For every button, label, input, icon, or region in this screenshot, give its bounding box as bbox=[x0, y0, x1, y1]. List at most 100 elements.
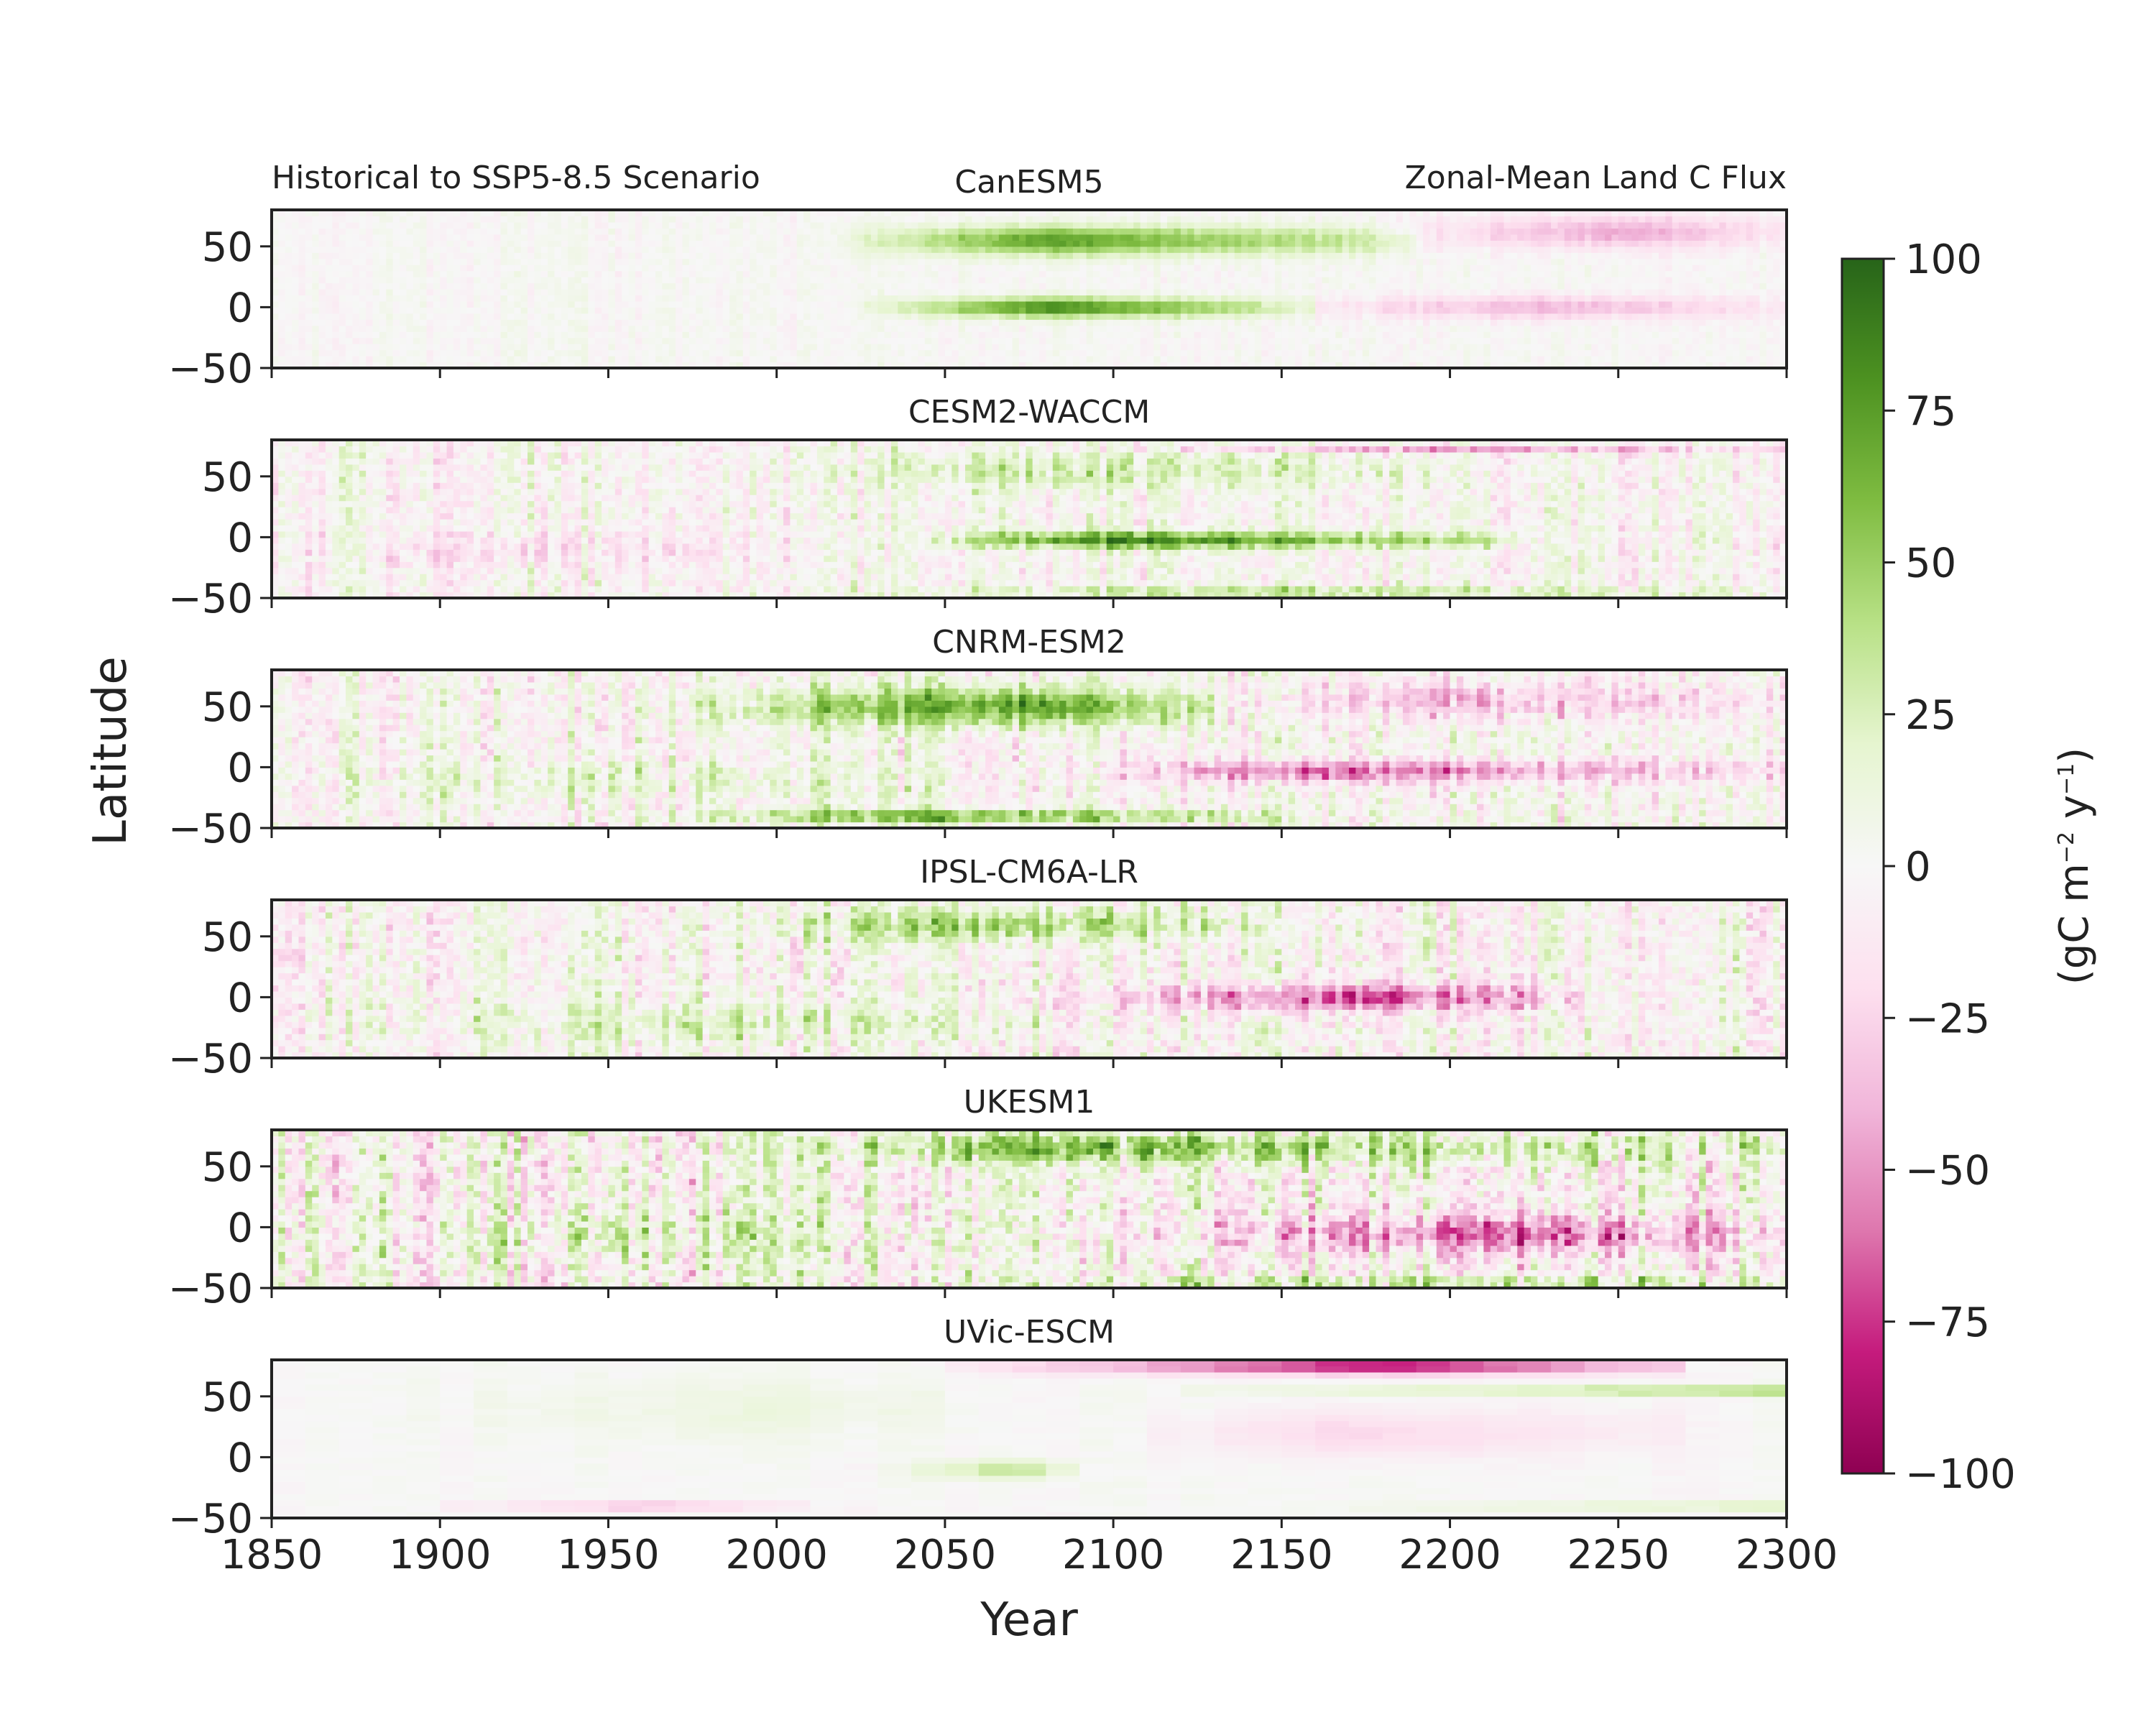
heatmap-cell bbox=[1329, 301, 1336, 308]
heatmap-cell bbox=[447, 356, 454, 362]
heatmap-cell bbox=[332, 313, 339, 320]
heatmap-cell bbox=[683, 307, 690, 313]
heatmap-cell bbox=[359, 283, 367, 290]
heatmap-cell bbox=[393, 344, 400, 350]
heatmap-cell bbox=[857, 264, 865, 271]
heatmap-cell bbox=[972, 252, 979, 259]
heatmap-cell bbox=[575, 222, 582, 229]
heatmap-cell bbox=[891, 289, 898, 295]
heatmap-cell bbox=[1221, 319, 1228, 326]
heatmap-cell bbox=[972, 344, 979, 350]
heatmap-cell bbox=[521, 295, 528, 301]
heatmap-cell bbox=[346, 301, 353, 308]
heatmap-cell bbox=[1013, 216, 1020, 222]
heatmap-cell bbox=[763, 319, 770, 326]
heatmap-cell bbox=[366, 240, 373, 247]
heatmap-cell bbox=[1511, 283, 1518, 290]
heatmap-cell bbox=[1504, 313, 1511, 320]
heatmap-cell bbox=[1544, 264, 1552, 271]
heatmap-cell bbox=[1329, 344, 1336, 350]
heatmap-cell bbox=[346, 338, 353, 344]
heatmap-cell bbox=[777, 326, 784, 332]
heatmap-cell bbox=[1187, 307, 1194, 313]
heatmap-cell bbox=[1565, 350, 1572, 356]
heatmap-cell bbox=[1194, 301, 1202, 308]
heatmap-cell bbox=[783, 247, 791, 253]
heatmap-cell bbox=[1416, 271, 1424, 277]
heatmap-cell bbox=[885, 301, 892, 308]
heatmap-cell bbox=[1261, 307, 1268, 313]
heatmap-cell bbox=[1403, 289, 1410, 295]
heatmap-cell bbox=[595, 307, 602, 313]
heatmap-cell bbox=[972, 222, 979, 229]
heatmap-cell bbox=[945, 247, 952, 253]
heatmap-cell bbox=[925, 319, 932, 326]
heatmap-cell bbox=[783, 307, 791, 313]
heatmap-cell bbox=[629, 283, 636, 290]
heatmap-cell bbox=[480, 247, 487, 253]
heatmap-cell bbox=[1221, 350, 1228, 356]
heatmap-cell bbox=[1416, 259, 1424, 265]
heatmap-cell bbox=[622, 264, 629, 271]
heatmap-cell bbox=[763, 247, 770, 253]
heatmap-cell bbox=[602, 247, 609, 253]
heatmap-cell bbox=[817, 247, 824, 253]
heatmap-cell bbox=[945, 326, 952, 332]
heatmap-cell bbox=[985, 313, 992, 320]
heatmap-cell bbox=[716, 344, 723, 350]
heatmap-cell bbox=[696, 240, 703, 247]
heatmap-cell bbox=[386, 289, 393, 295]
heatmap-cell bbox=[1281, 277, 1289, 283]
heatmap-cell bbox=[1524, 283, 1531, 290]
heatmap-cell bbox=[622, 283, 629, 290]
heatmap-cell bbox=[1141, 338, 1148, 344]
heatmap-cell bbox=[709, 295, 717, 301]
heatmap-cell bbox=[332, 301, 339, 308]
heatmap-cell bbox=[959, 356, 966, 362]
heatmap-cell bbox=[669, 331, 676, 338]
heatmap-cell bbox=[1396, 326, 1404, 332]
heatmap-cell bbox=[911, 301, 918, 308]
heatmap-cell bbox=[1221, 289, 1228, 295]
heatmap-cell bbox=[467, 301, 474, 308]
heatmap-cell bbox=[864, 222, 871, 229]
heatmap-cell bbox=[1491, 234, 1498, 241]
heatmap-cell bbox=[905, 234, 912, 241]
heatmap-cell bbox=[1120, 356, 1127, 362]
heatmap-cell bbox=[857, 331, 865, 338]
heatmap-cell bbox=[992, 307, 999, 313]
heatmap-cell bbox=[1079, 259, 1087, 265]
heatmap-cell bbox=[1227, 283, 1235, 290]
heatmap-cell bbox=[433, 240, 441, 247]
heatmap-cell bbox=[992, 319, 999, 326]
heatmap-cell bbox=[285, 350, 292, 356]
heatmap-cell bbox=[541, 319, 548, 326]
heatmap-cell bbox=[1127, 301, 1134, 308]
heatmap-cell bbox=[1046, 259, 1053, 265]
heatmap-cell bbox=[1073, 301, 1080, 308]
heatmap-cell bbox=[319, 326, 326, 332]
heatmap-cell bbox=[777, 234, 784, 241]
heatmap-cell bbox=[1383, 283, 1390, 290]
heatmap-cell bbox=[1551, 247, 1558, 253]
heatmap-cell bbox=[1457, 264, 1464, 271]
heatmap-cell bbox=[736, 247, 743, 253]
heatmap-cell bbox=[420, 259, 427, 265]
heatmap-cell bbox=[931, 228, 939, 234]
heatmap-cell bbox=[554, 313, 561, 320]
heatmap-cell bbox=[494, 331, 501, 338]
heatmap-cell bbox=[1517, 331, 1524, 338]
heatmap-cell bbox=[346, 326, 353, 332]
heatmap-cell bbox=[1497, 338, 1504, 344]
heatmap-cell bbox=[1281, 307, 1289, 313]
heatmap-cell bbox=[885, 313, 892, 320]
heatmap-cell bbox=[1383, 338, 1390, 344]
heatmap-cell bbox=[420, 252, 427, 259]
heatmap-cell bbox=[1470, 344, 1478, 350]
heatmap-cell bbox=[1235, 240, 1242, 247]
heatmap-cell bbox=[379, 326, 387, 332]
heatmap-cell bbox=[992, 313, 999, 320]
heatmap-cell bbox=[1241, 259, 1248, 265]
heatmap-cell bbox=[1309, 240, 1316, 247]
heatmap-cell bbox=[1281, 356, 1289, 362]
